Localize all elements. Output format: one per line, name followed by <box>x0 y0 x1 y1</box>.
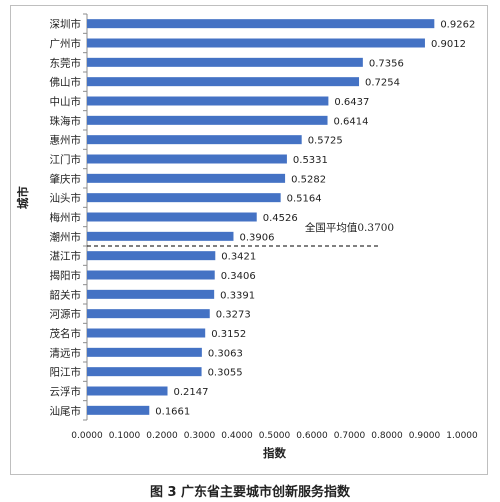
bar <box>87 115 328 125</box>
bar <box>87 19 435 29</box>
value-label: 0.9262 <box>440 20 475 31</box>
category-label: 梅州市 <box>50 211 82 224</box>
bar <box>87 193 281 203</box>
bar <box>87 135 302 145</box>
value-label: 0.3406 <box>221 271 256 282</box>
value-label: 0.3152 <box>211 329 246 340</box>
category-label: 惠州市 <box>50 134 82 147</box>
chart-frame: 深圳市 0.9262 广州市 0.9012 东莞市 0.7356 佛山市 0.7254 中山市 0… <box>10 5 488 475</box>
x-tick-label: 0.8000 <box>371 431 403 441</box>
value-label: 0.5282 <box>291 174 326 185</box>
category-label: 佛山市 <box>50 76 82 89</box>
bar <box>87 173 286 183</box>
value-label: 0.4526 <box>263 213 298 224</box>
category-label: 汕尾市 <box>50 404 82 417</box>
category-label: 肇庆市 <box>50 172 82 185</box>
x-tick-label: 0.7000 <box>334 431 366 441</box>
value-label: 0.3391 <box>220 290 255 301</box>
y-axis-title: 城市 <box>16 186 30 209</box>
bar <box>87 251 216 261</box>
x-tick-label: 0.4000 <box>221 431 253 441</box>
bar <box>87 154 287 164</box>
value-label: 0.9012 <box>431 39 466 50</box>
value-label: 0.6414 <box>334 116 369 127</box>
x-axis-title: 指数 <box>263 446 286 460</box>
value-label: 0.3906 <box>239 232 274 243</box>
value-label: 0.7356 <box>369 58 404 69</box>
x-tick-label: 0.2000 <box>146 431 178 441</box>
value-label: 0.3273 <box>216 310 251 321</box>
value-label: 0.7254 <box>365 78 400 89</box>
value-label: 0.3063 <box>208 348 243 359</box>
x-tick-label: 0.3000 <box>184 431 216 441</box>
x-tick-label: 0.1000 <box>109 431 141 441</box>
x-tick-label: 0.6000 <box>296 431 328 441</box>
category-label: 揭阳市 <box>50 269 82 282</box>
category-label: 清远市 <box>50 346 82 359</box>
value-label: 0.3055 <box>208 368 243 379</box>
value-label: 0.5164 <box>287 194 322 205</box>
category-label: 深圳市 <box>50 18 82 31</box>
category-label: 东莞市 <box>50 56 82 69</box>
bar <box>87 38 425 48</box>
figure-caption: 图 3 广东省主要城市创新服务指数 <box>149 485 351 500</box>
bar <box>87 347 202 357</box>
value-label: 0.5725 <box>308 136 343 147</box>
value-label: 0.3421 <box>221 252 256 263</box>
bar <box>87 367 202 377</box>
value-label: 0.2147 <box>174 387 209 398</box>
category-label: 江门市 <box>50 153 82 166</box>
value-label: 0.6437 <box>334 97 369 108</box>
x-tick-label: 0.0000 <box>71 431 103 441</box>
x-tick-label: 0.5000 <box>259 431 291 441</box>
bar <box>87 231 234 241</box>
national-average-label: 全国平均值0.3700 <box>305 221 394 234</box>
category-label: 汕头市 <box>50 192 82 205</box>
bar <box>87 77 360 87</box>
bar <box>87 405 150 415</box>
bar <box>87 212 257 222</box>
category-label: 珠海市 <box>50 114 82 127</box>
value-label: 0.5331 <box>293 155 328 166</box>
category-label: 云浮市 <box>50 385 82 398</box>
category-label: 广州市 <box>50 37 82 50</box>
category-label: 茂名市 <box>50 327 82 340</box>
category-label: 河源市 <box>50 308 82 321</box>
bar <box>87 270 215 280</box>
x-tick-label: 1.0000 <box>446 431 478 441</box>
category-label: 潮州市 <box>50 230 82 243</box>
category-label: 阳江市 <box>50 366 82 379</box>
bar-chart: 深圳市 0.9262 广州市 0.9012 东莞市 0.7356 佛山市 0.7254 中山市 0… <box>16 13 478 460</box>
bar <box>87 289 215 299</box>
category-label: 韶关市 <box>50 288 82 301</box>
bar <box>87 309 210 319</box>
bar <box>87 328 206 338</box>
bar <box>87 96 329 106</box>
value-label: 0.1661 <box>155 406 190 417</box>
bar <box>87 57 363 67</box>
category-label: 湛江市 <box>50 250 82 263</box>
bar <box>87 386 168 396</box>
x-tick-label: 0.9000 <box>409 431 441 441</box>
category-label: 中山市 <box>50 95 82 108</box>
